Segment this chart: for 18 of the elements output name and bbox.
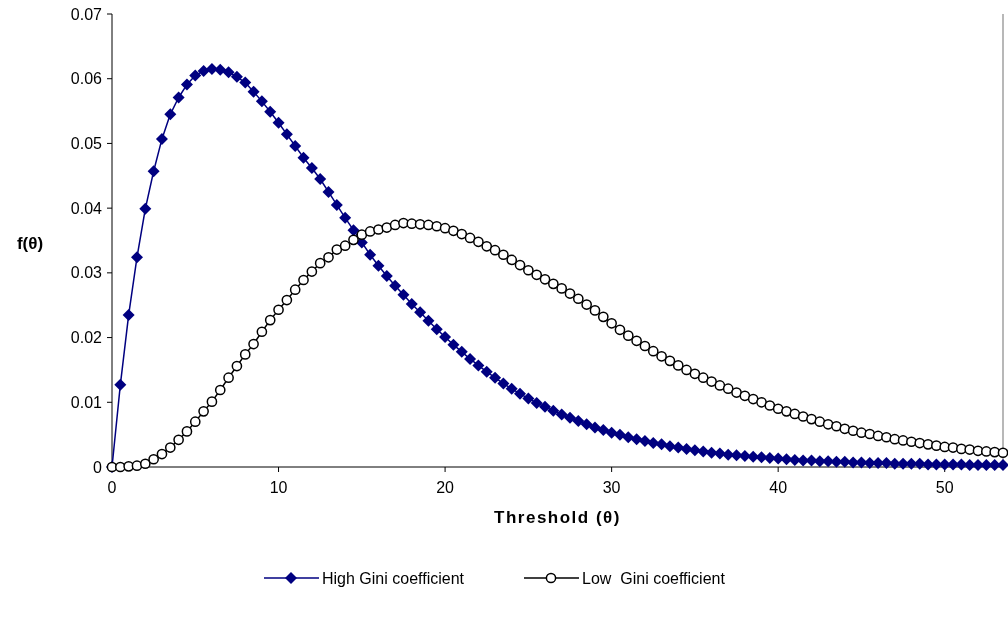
y-tick-label: 0 bbox=[93, 458, 103, 476]
x-tick-label: 20 bbox=[436, 479, 455, 496]
legend-label: High Gini coefficient bbox=[322, 569, 465, 587]
y-tick-label: 0.01 bbox=[70, 393, 103, 411]
y-tick-label: 0.05 bbox=[70, 135, 103, 153]
x-tick-label: 40 bbox=[769, 479, 788, 496]
y-tick-label: 0.04 bbox=[70, 199, 103, 217]
y-axis-title: f(θ) bbox=[16, 233, 44, 253]
y-tick-label: 0.06 bbox=[70, 70, 103, 88]
x-tick-label: 50 bbox=[935, 479, 954, 496]
y-tick-label: 0.03 bbox=[70, 264, 103, 282]
y-tick-label: 0.02 bbox=[70, 329, 103, 347]
x-tick-label: 30 bbox=[602, 479, 621, 496]
y-tick-label: 0.07 bbox=[70, 5, 103, 23]
x-tick-label: 0 bbox=[107, 479, 117, 496]
x-axis-title: Threshold (θ) bbox=[494, 508, 621, 527]
legend-label: Low Gini coefficient bbox=[582, 569, 726, 587]
x-tick-label: 10 bbox=[269, 479, 288, 496]
